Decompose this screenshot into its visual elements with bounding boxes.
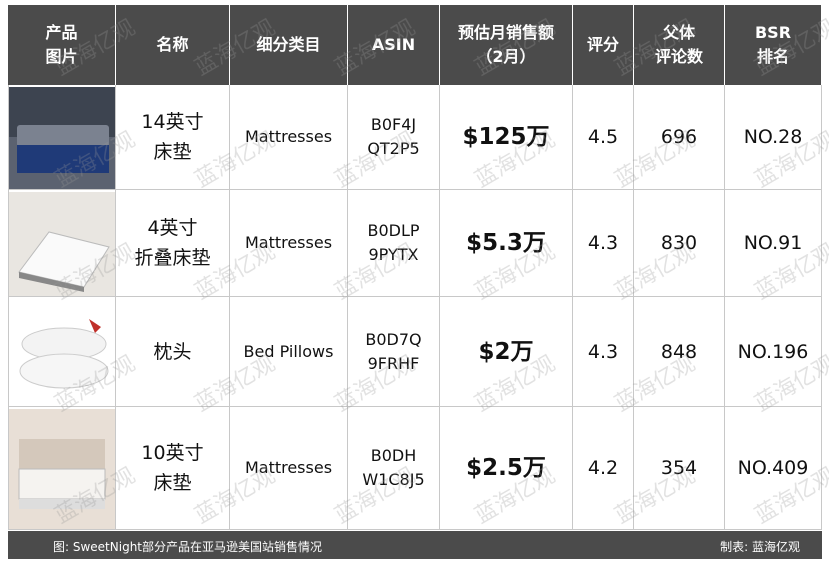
cell-line: 354 <box>660 457 698 479</box>
table-cell: 4.2 <box>573 407 634 530</box>
cell-line: NO.28 <box>743 126 803 148</box>
table-cell: NO.409 <box>725 407 822 530</box>
footer-credit: 制表: 蓝海亿观 <box>720 540 800 554</box>
header-cell: 名称 <box>116 5 230 85</box>
cell-line: B0DLP <box>367 221 420 240</box>
cell-line: Mattresses <box>244 127 333 146</box>
cell-line: $2万 <box>478 338 534 365</box>
cell-line: 细分类目 <box>256 35 321 54</box>
cell-line: 848 <box>660 340 698 363</box>
product-image <box>9 299 115 406</box>
cell-line: 9FRHF <box>367 353 420 373</box>
table-cell: B0D7Q 9FRHF <box>348 297 440 407</box>
table-cell: 4.3 <box>573 297 634 407</box>
table-cell: $2万 <box>440 297 573 407</box>
footer: 图: SweetNight部分产品在亚马逊美国站销售情况 制表: 蓝海亿观 <box>8 531 822 559</box>
image-cell <box>8 85 116 190</box>
cell-line: 评论数 <box>654 47 703 66</box>
table-cell: 4.5 <box>573 85 634 190</box>
header-cell: 评分 <box>573 5 634 85</box>
table-cell: $2.5万 <box>440 407 573 530</box>
cell-line: ASIN <box>371 35 416 54</box>
table-cell: Mattresses <box>230 407 348 530</box>
cell-line: 产品 <box>45 23 78 42</box>
cell-line: W1C8J5 <box>362 470 425 489</box>
cell-line: $5.3万 <box>466 230 546 256</box>
table-cell: 4英寸折叠床垫 <box>116 190 230 297</box>
table-cell: Bed Pillows <box>230 297 348 407</box>
cell-line: 830 <box>660 232 698 254</box>
table-cell: B0DLP 9PYTX <box>348 190 440 297</box>
image-cell <box>8 407 116 530</box>
cell-line: 696 <box>660 126 698 148</box>
cell-line: Mattresses <box>244 233 333 252</box>
cell-line: 排名 <box>756 47 789 66</box>
table-cell: B0DH W1C8J5 <box>348 407 440 530</box>
table-cell: $5.3万 <box>440 190 573 297</box>
table-cell: 枕头 <box>116 297 230 407</box>
cell-line: 评分 <box>586 35 619 54</box>
cell-line: $2.5万 <box>466 455 546 481</box>
cell-line: 枕头 <box>153 340 192 363</box>
table-cell: 696 <box>634 85 725 190</box>
cell-line: 4.2 <box>587 457 619 479</box>
table-cell: 10英寸床垫 <box>116 407 230 530</box>
cell-line: NO.91 <box>743 232 803 254</box>
cell-line: 折叠床垫 <box>134 247 211 269</box>
header-cell: 产品 图片 <box>8 5 116 85</box>
header-cell: BSR 排名 <box>725 5 822 85</box>
table-cell: 354 <box>634 407 725 530</box>
cell-line: Mattresses <box>244 458 333 477</box>
table-cell: NO.91 <box>725 190 822 297</box>
cell-line: B0DH <box>370 446 417 465</box>
image-cell <box>8 297 116 407</box>
cell-line: 预估月销售额 <box>457 23 554 42</box>
table-cell: NO.28 <box>725 85 822 190</box>
cell-line: 4英寸 <box>147 217 198 239</box>
product-image <box>9 192 115 296</box>
cell-line: Bed Pillows <box>243 341 334 361</box>
cell-line: 图片 <box>45 47 78 66</box>
cell-line: 4.5 <box>587 126 619 148</box>
product-image <box>9 87 115 189</box>
cell-line: 床垫 <box>153 141 192 163</box>
header-cell: 父体 评论数 <box>634 5 725 85</box>
product-image <box>9 409 115 529</box>
cell-line: 10英寸 <box>141 442 204 464</box>
cell-line: B0F4J <box>370 115 417 134</box>
cell-line: （2月） <box>476 47 536 66</box>
cell-line: 名称 <box>156 35 189 54</box>
cell-line: B0D7Q <box>365 329 422 349</box>
image-cell <box>8 190 116 297</box>
cell-line: 14英寸 <box>141 111 204 133</box>
table-cell: $125万 <box>440 85 573 190</box>
cell-line: QT2P5 <box>367 139 420 158</box>
table-cell: B0F4J QT2P5 <box>348 85 440 190</box>
header-cell: ASIN <box>348 5 440 85</box>
cell-line: 床垫 <box>153 472 192 494</box>
cell-line: $125万 <box>462 124 550 150</box>
header-cell: 预估月销售额 （2月） <box>440 5 573 85</box>
table-cell: 4.3 <box>573 190 634 297</box>
table-cell: Mattresses <box>230 190 348 297</box>
cell-line: 父体 <box>662 23 695 42</box>
cell-line: BSR <box>754 23 792 42</box>
table-cell: NO.196 <box>725 297 822 407</box>
footer-source: 图: SweetNight部分产品在亚马逊美国站销售情况 <box>53 540 322 554</box>
table-cell: 848 <box>634 297 725 407</box>
table-cell: 14英寸床垫 <box>116 85 230 190</box>
table-cell: 830 <box>634 190 725 297</box>
header-cell: 细分类目 <box>230 5 348 85</box>
cell-line: 9PYTX <box>368 245 419 264</box>
table-cell: Mattresses <box>230 85 348 190</box>
cell-line: 4.3 <box>587 340 619 363</box>
cell-line: 4.3 <box>587 232 619 254</box>
cell-line: NO.196 <box>737 340 809 363</box>
cell-line: NO.409 <box>737 457 809 479</box>
